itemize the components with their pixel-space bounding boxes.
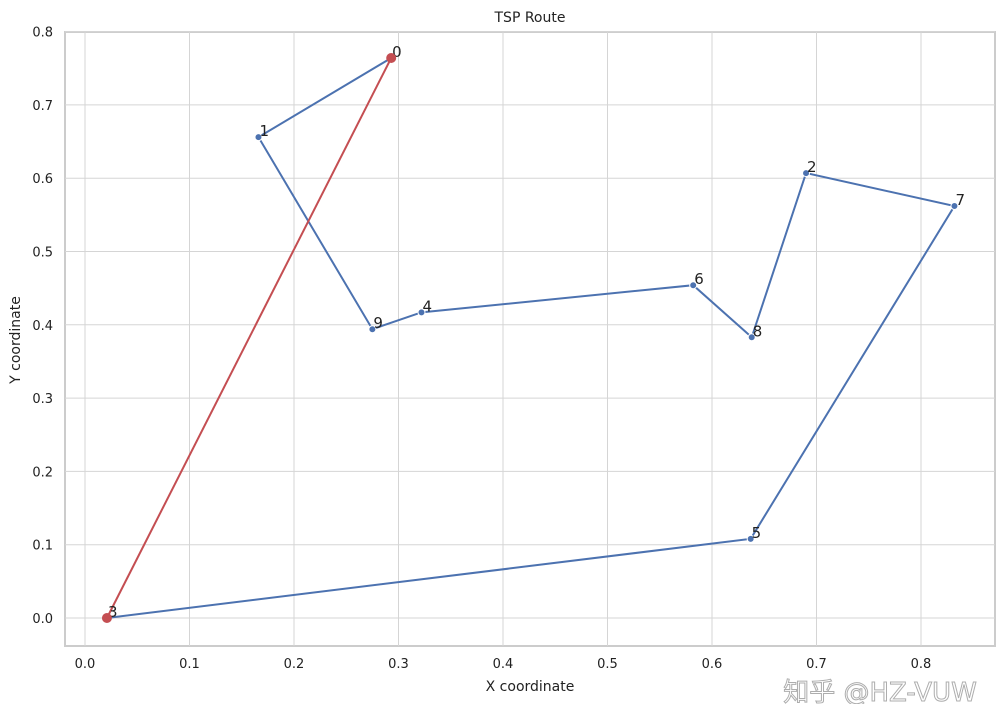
x-tick-label: 0.8: [911, 657, 932, 672]
x-tick-label: 0.4: [493, 657, 514, 672]
route-line: [106, 57, 957, 619]
x-tick-label: 0.7: [806, 657, 827, 672]
x-tick-label: 0.5: [597, 657, 618, 672]
y-tick-label: 0.8: [32, 26, 53, 41]
y-tick-label: 0.2: [32, 465, 53, 480]
city-label: 5: [752, 524, 762, 542]
city-label: 9: [373, 314, 383, 332]
y-tick-label: 0.3: [32, 392, 53, 407]
city-point: [747, 333, 756, 342]
city-point: [746, 534, 755, 543]
endpoint-point: [386, 52, 397, 63]
city-label: 3: [108, 603, 118, 621]
city-point: [254, 133, 263, 142]
y-tick-label: 0.1: [32, 539, 53, 554]
city-label: 2: [807, 158, 817, 176]
city-label: 0: [392, 43, 402, 61]
city-label: 6: [694, 270, 704, 288]
city-point: [802, 169, 811, 178]
plot-area: [64, 31, 996, 647]
city-label: 4: [422, 297, 432, 315]
x-tick-label: 0.0: [75, 657, 96, 672]
x-tick-label: 0.1: [179, 657, 200, 672]
city-point: [368, 325, 377, 334]
city-label: 1: [259, 122, 269, 140]
watermark: 知乎 @HZ-VUW: [783, 678, 977, 704]
x-tick-label: 0.6: [702, 657, 723, 672]
x-tick-label: 0.2: [284, 657, 305, 672]
y-tick-label: 0.6: [32, 172, 53, 187]
x-axis-label: X coordinate: [486, 679, 575, 695]
endpoint-point: [101, 613, 112, 623]
return-edge-line: [106, 57, 393, 619]
city-label: 7: [955, 191, 965, 209]
city-point: [689, 281, 698, 290]
city-label: 8: [753, 322, 763, 340]
city-point: [950, 202, 959, 211]
y-tick-label: 0.0: [32, 612, 53, 627]
y-axis-label: Y coordinate: [8, 296, 24, 385]
x-tick-label: 0.3: [388, 657, 409, 672]
y-tick-label: 0.5: [32, 246, 53, 261]
chart-title: TSP Route: [494, 10, 566, 26]
y-tick-label: 0.4: [32, 319, 53, 334]
y-tick-label: 0.7: [32, 99, 53, 114]
city-point: [417, 308, 426, 317]
